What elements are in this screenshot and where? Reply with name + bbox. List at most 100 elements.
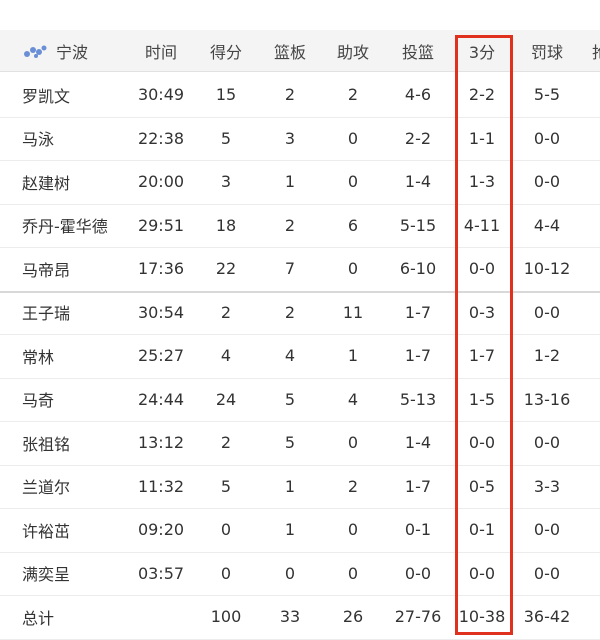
stat-cell: 2-2 — [468, 85, 496, 105]
player-name: 罗凯文 — [22, 86, 71, 106]
player-row[interactable]: 乔丹-霍华德 29:51 18 2 6 5-15 4-11 4-4 — [0, 204, 600, 248]
player-name: 兰道尔 — [22, 478, 71, 498]
stat-cell: 4-6 — [404, 85, 432, 105]
stat-cell: 100 — [210, 607, 242, 627]
column-header[interactable]: 时间 — [144, 42, 177, 62]
team-logo-icon — [24, 45, 47, 58]
stat-cell: 1-5 — [468, 389, 496, 409]
stat-cell: 3 — [284, 128, 296, 148]
stat-cell: 0-0 — [533, 520, 561, 540]
stat-cell: 5 — [220, 476, 232, 496]
stat-cell: 6-10 — [399, 259, 437, 279]
player-row[interactable]: 满奕呈 03:57 0 0 0 0-0 0-0 0-0 — [0, 552, 600, 596]
stat-cell: 11 — [342, 302, 364, 322]
stat-cell: 1 — [347, 346, 359, 366]
stat-cell: 03:57 — [137, 563, 185, 583]
stat-cell: 0 — [347, 520, 359, 540]
player-name: 马泳 — [22, 130, 55, 150]
stat-cell: 30:49 — [137, 85, 185, 105]
stat-cell: 0-0 — [533, 433, 561, 453]
player-row[interactable]: 王子瑞 30:54 2 2 11 1-7 0-3 0-0 — [0, 291, 600, 335]
stat-cell: 5 — [284, 433, 296, 453]
stat-cell: 36-42 — [523, 607, 571, 627]
stat-cell: 26 — [342, 607, 364, 627]
player-row[interactable]: 兰道尔 11:32 5 1 2 1-7 0-5 3-3 — [0, 465, 600, 509]
stat-cell: 5 — [220, 128, 232, 148]
player-row[interactable]: 许裕茁 09:20 0 1 0 0-1 0-1 0-0 — [0, 508, 600, 553]
stat-cell: 0-1 — [468, 520, 496, 540]
stat-cell: 25:27 — [137, 346, 185, 366]
player-name: 满奕呈 — [22, 565, 71, 585]
table-header: 宁波 时间 得分 篮板 助攻 投篮 3分 罚球 抢 — [0, 30, 600, 72]
stat-cell: 1-7 — [404, 302, 432, 322]
stat-cell: 10-12 — [523, 259, 571, 279]
stat-cell: 0 — [347, 433, 359, 453]
stat-cell: 15 — [215, 85, 237, 105]
stat-cell: 4-11 — [463, 215, 501, 235]
stat-cell: 1-3 — [468, 172, 496, 192]
stat-cell: 27-76 — [394, 607, 442, 627]
player-row[interactable]: 马奇 24:44 24 5 4 5-13 1-5 13-16 — [0, 378, 600, 422]
player-row[interactable]: 罗凯文 30:49 15 2 2 4-6 2-2 5-5 — [0, 73, 600, 118]
column-header[interactable]: 抢 — [591, 42, 600, 62]
column-header[interactable]: 投篮 — [401, 42, 434, 62]
stat-cell: 22:38 — [137, 128, 185, 148]
stat-cell: 5-13 — [399, 389, 437, 409]
stat-cell: 0-0 — [468, 259, 496, 279]
stat-cell: 11:32 — [137, 476, 185, 496]
stat-cell: 6 — [347, 215, 359, 235]
stat-cell: 30:54 — [137, 302, 185, 322]
stat-cell: 0-5 — [468, 476, 496, 496]
stat-cell: 0-0 — [533, 172, 561, 192]
stat-cell: 1-1 — [468, 128, 496, 148]
column-header[interactable]: 罚球 — [530, 42, 563, 62]
stat-cell: 0 — [347, 563, 359, 583]
stat-cell: 4 — [347, 389, 359, 409]
stat-cell: 24 — [215, 389, 237, 409]
stat-cell: 0-0 — [533, 563, 561, 583]
column-header[interactable]: 得分 — [209, 42, 242, 62]
stat-cell: 2 — [284, 215, 296, 235]
team-header: 宁波 — [22, 30, 142, 71]
stat-cell: 3-3 — [533, 476, 561, 496]
stat-cell: 29:51 — [137, 215, 185, 235]
column-header[interactable]: 篮板 — [273, 42, 306, 62]
stat-cell — [129, 595, 193, 639]
player-name: 赵建树 — [22, 173, 71, 193]
stat-cell: 2-2 — [404, 128, 432, 148]
stat-cell: 5-15 — [399, 215, 437, 235]
stat-cell: 2 — [347, 85, 359, 105]
player-row[interactable]: 马泳 22:38 5 3 0 2-2 1-1 0-0 — [0, 117, 600, 161]
stat-cell: 10-38 — [458, 607, 506, 627]
stat-cell: 0 — [347, 172, 359, 192]
column-header[interactable]: 助攻 — [336, 42, 369, 62]
stat-cell: 1 — [284, 172, 296, 192]
stat-cell: 4 — [284, 346, 296, 366]
stat-cell: 3 — [220, 172, 232, 192]
total-row[interactable]: 总计 100 33 26 27-76 10-38 36-42 — [0, 595, 600, 640]
stat-cell: 2 — [284, 85, 296, 105]
stat-cell: 0 — [347, 128, 359, 148]
stat-cell: 4-4 — [533, 215, 561, 235]
player-row[interactable]: 张祖铭 13:12 2 5 0 1-4 0-0 0-0 — [0, 421, 600, 466]
stat-cell: 20:00 — [137, 172, 185, 192]
stat-cell: 0 — [220, 563, 232, 583]
stat-cell: 5-5 — [533, 85, 561, 105]
stat-cell: 18 — [215, 215, 237, 235]
stat-cell: 22 — [215, 259, 237, 279]
stat-cell: 2 — [347, 476, 359, 496]
stat-cell: 24:44 — [137, 389, 185, 409]
stat-cell: 1-7 — [468, 346, 496, 366]
stat-cell: 7 — [284, 259, 296, 279]
stat-cell: 1 — [284, 476, 296, 496]
player-row[interactable]: 常林 25:27 4 4 1 1-7 1-7 1-2 — [0, 334, 600, 379]
stat-cell: 2 — [284, 302, 296, 322]
stat-cell: 2 — [220, 302, 232, 322]
player-row[interactable]: 马帝昂 17:36 22 7 0 6-10 0-0 10-12 — [0, 247, 600, 293]
stat-cell: 1-4 — [404, 172, 432, 192]
player-name: 许裕茁 — [22, 521, 71, 541]
player-name: 张祖铭 — [22, 434, 71, 454]
player-row[interactable]: 赵建树 20:00 3 1 0 1-4 1-3 0-0 — [0, 160, 600, 205]
column-header[interactable]: 3分 — [468, 42, 496, 62]
player-name: 马帝昂 — [22, 260, 71, 280]
